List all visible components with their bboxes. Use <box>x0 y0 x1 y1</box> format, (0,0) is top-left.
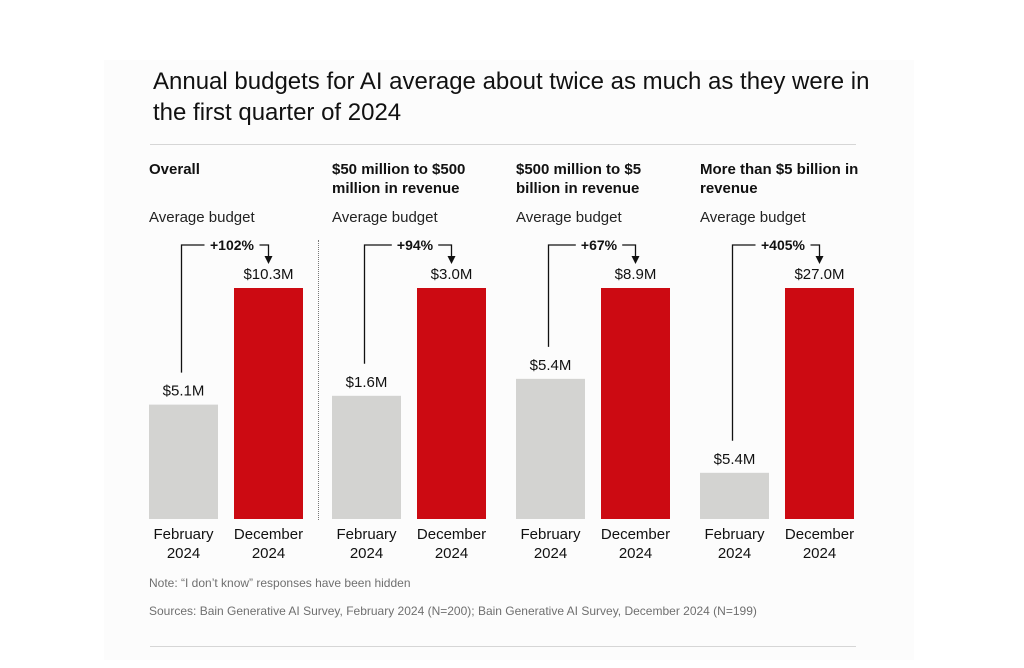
chart-title: Annual budgets for AI average about twic… <box>153 68 870 126</box>
x-label-panel1-december-line1: December <box>234 526 303 543</box>
change-bracket-right-panel1 <box>259 244 270 260</box>
value-label-panel1-february: $5.1M <box>163 383 205 400</box>
bottom-divider <box>150 646 856 647</box>
change-label-panel3: +67% <box>581 237 618 253</box>
panel-title-50m-500m: $50 million to $500 million in revenue <box>332 161 466 197</box>
change-arrow-panel1 <box>264 256 273 264</box>
panel-subtitle-50m-500m: Average budget <box>332 209 438 226</box>
x-label-panel3-february-line1: February <box>520 526 581 543</box>
bar-panel1-december <box>234 288 303 519</box>
panel-title-500m-5b: $500 million to $5 billion in revenue <box>516 161 642 197</box>
change-bracket-left-panel1 <box>180 244 205 373</box>
value-label-panel3-february: $5.4M <box>530 357 572 374</box>
x-label-panel4-december-line1: December <box>785 526 854 543</box>
value-label-panel2-february: $1.6M <box>346 374 388 391</box>
panel-title-overall: Overall <box>149 161 200 178</box>
x-label-panel4-february-line1: February <box>704 526 765 543</box>
panel-subtitle-500m-5b: Average budget <box>516 209 622 226</box>
bar-panel2-february <box>332 395 401 519</box>
change-bracket-left-panel3 <box>547 244 576 347</box>
x-label-panel3-december-line2: 2024 <box>619 545 652 562</box>
panel-separator <box>318 240 319 520</box>
bar-panel4-december <box>785 288 854 519</box>
panel-subtitle-overall: Average budget <box>149 209 255 226</box>
x-label-panel2-december-line1: December <box>417 526 486 543</box>
x-label-panel2-december-line2: 2024 <box>435 545 468 562</box>
change-arrow-panel2 <box>447 256 456 264</box>
value-label-panel2-december: $3.0M <box>431 266 473 283</box>
value-label-panel1-december: $10.3M <box>243 266 293 283</box>
x-label-panel2-february-line2: 2024 <box>350 545 383 562</box>
value-label-panel4-february: $5.4M <box>714 451 756 468</box>
x-label-panel1-february-line1: February <box>153 526 214 543</box>
change-bracket-left-panel2 <box>363 244 392 364</box>
bar-panel2-december <box>417 288 486 519</box>
chart-note: Note: “I don’t know” responses have been… <box>149 576 411 590</box>
change-bracket-right-panel2 <box>438 244 453 260</box>
chart-sources: Sources: Bain Generative AI Survey, Febr… <box>149 604 757 618</box>
x-label-panel1-february-line2: 2024 <box>167 545 200 562</box>
top-divider <box>150 144 856 145</box>
x-label-panel2-february-line1: February <box>336 526 397 543</box>
bar-panel1-february <box>149 404 218 519</box>
change-bracket-right-panel4 <box>810 244 821 260</box>
value-label-panel4-december: $27.0M <box>794 266 844 283</box>
change-arrow-panel4 <box>815 256 824 264</box>
change-bracket-left-panel4 <box>731 244 756 441</box>
change-arrow-panel3 <box>631 256 640 264</box>
bar-panel4-february <box>700 472 769 519</box>
x-label-panel3-december-line1: December <box>601 526 670 543</box>
change-bracket-right-panel3 <box>622 244 637 260</box>
bar-panel3-december <box>601 288 670 519</box>
x-label-panel4-december-line2: 2024 <box>803 545 836 562</box>
x-label-panel4-february-line2: 2024 <box>718 545 751 562</box>
x-label-panel3-february-line2: 2024 <box>534 545 567 562</box>
change-label-panel1: +102% <box>210 237 255 253</box>
panel-title-over-5b: More than $5 billion in revenue <box>700 161 859 197</box>
x-label-panel1-december-line2: 2024 <box>252 545 285 562</box>
panel-subtitle-over-5b: Average budget <box>700 209 806 226</box>
change-label-panel4: +405% <box>761 237 806 253</box>
bar-panel3-february <box>516 378 585 519</box>
value-label-panel3-december: $8.9M <box>615 266 657 283</box>
change-label-panel2: +94% <box>397 237 434 253</box>
